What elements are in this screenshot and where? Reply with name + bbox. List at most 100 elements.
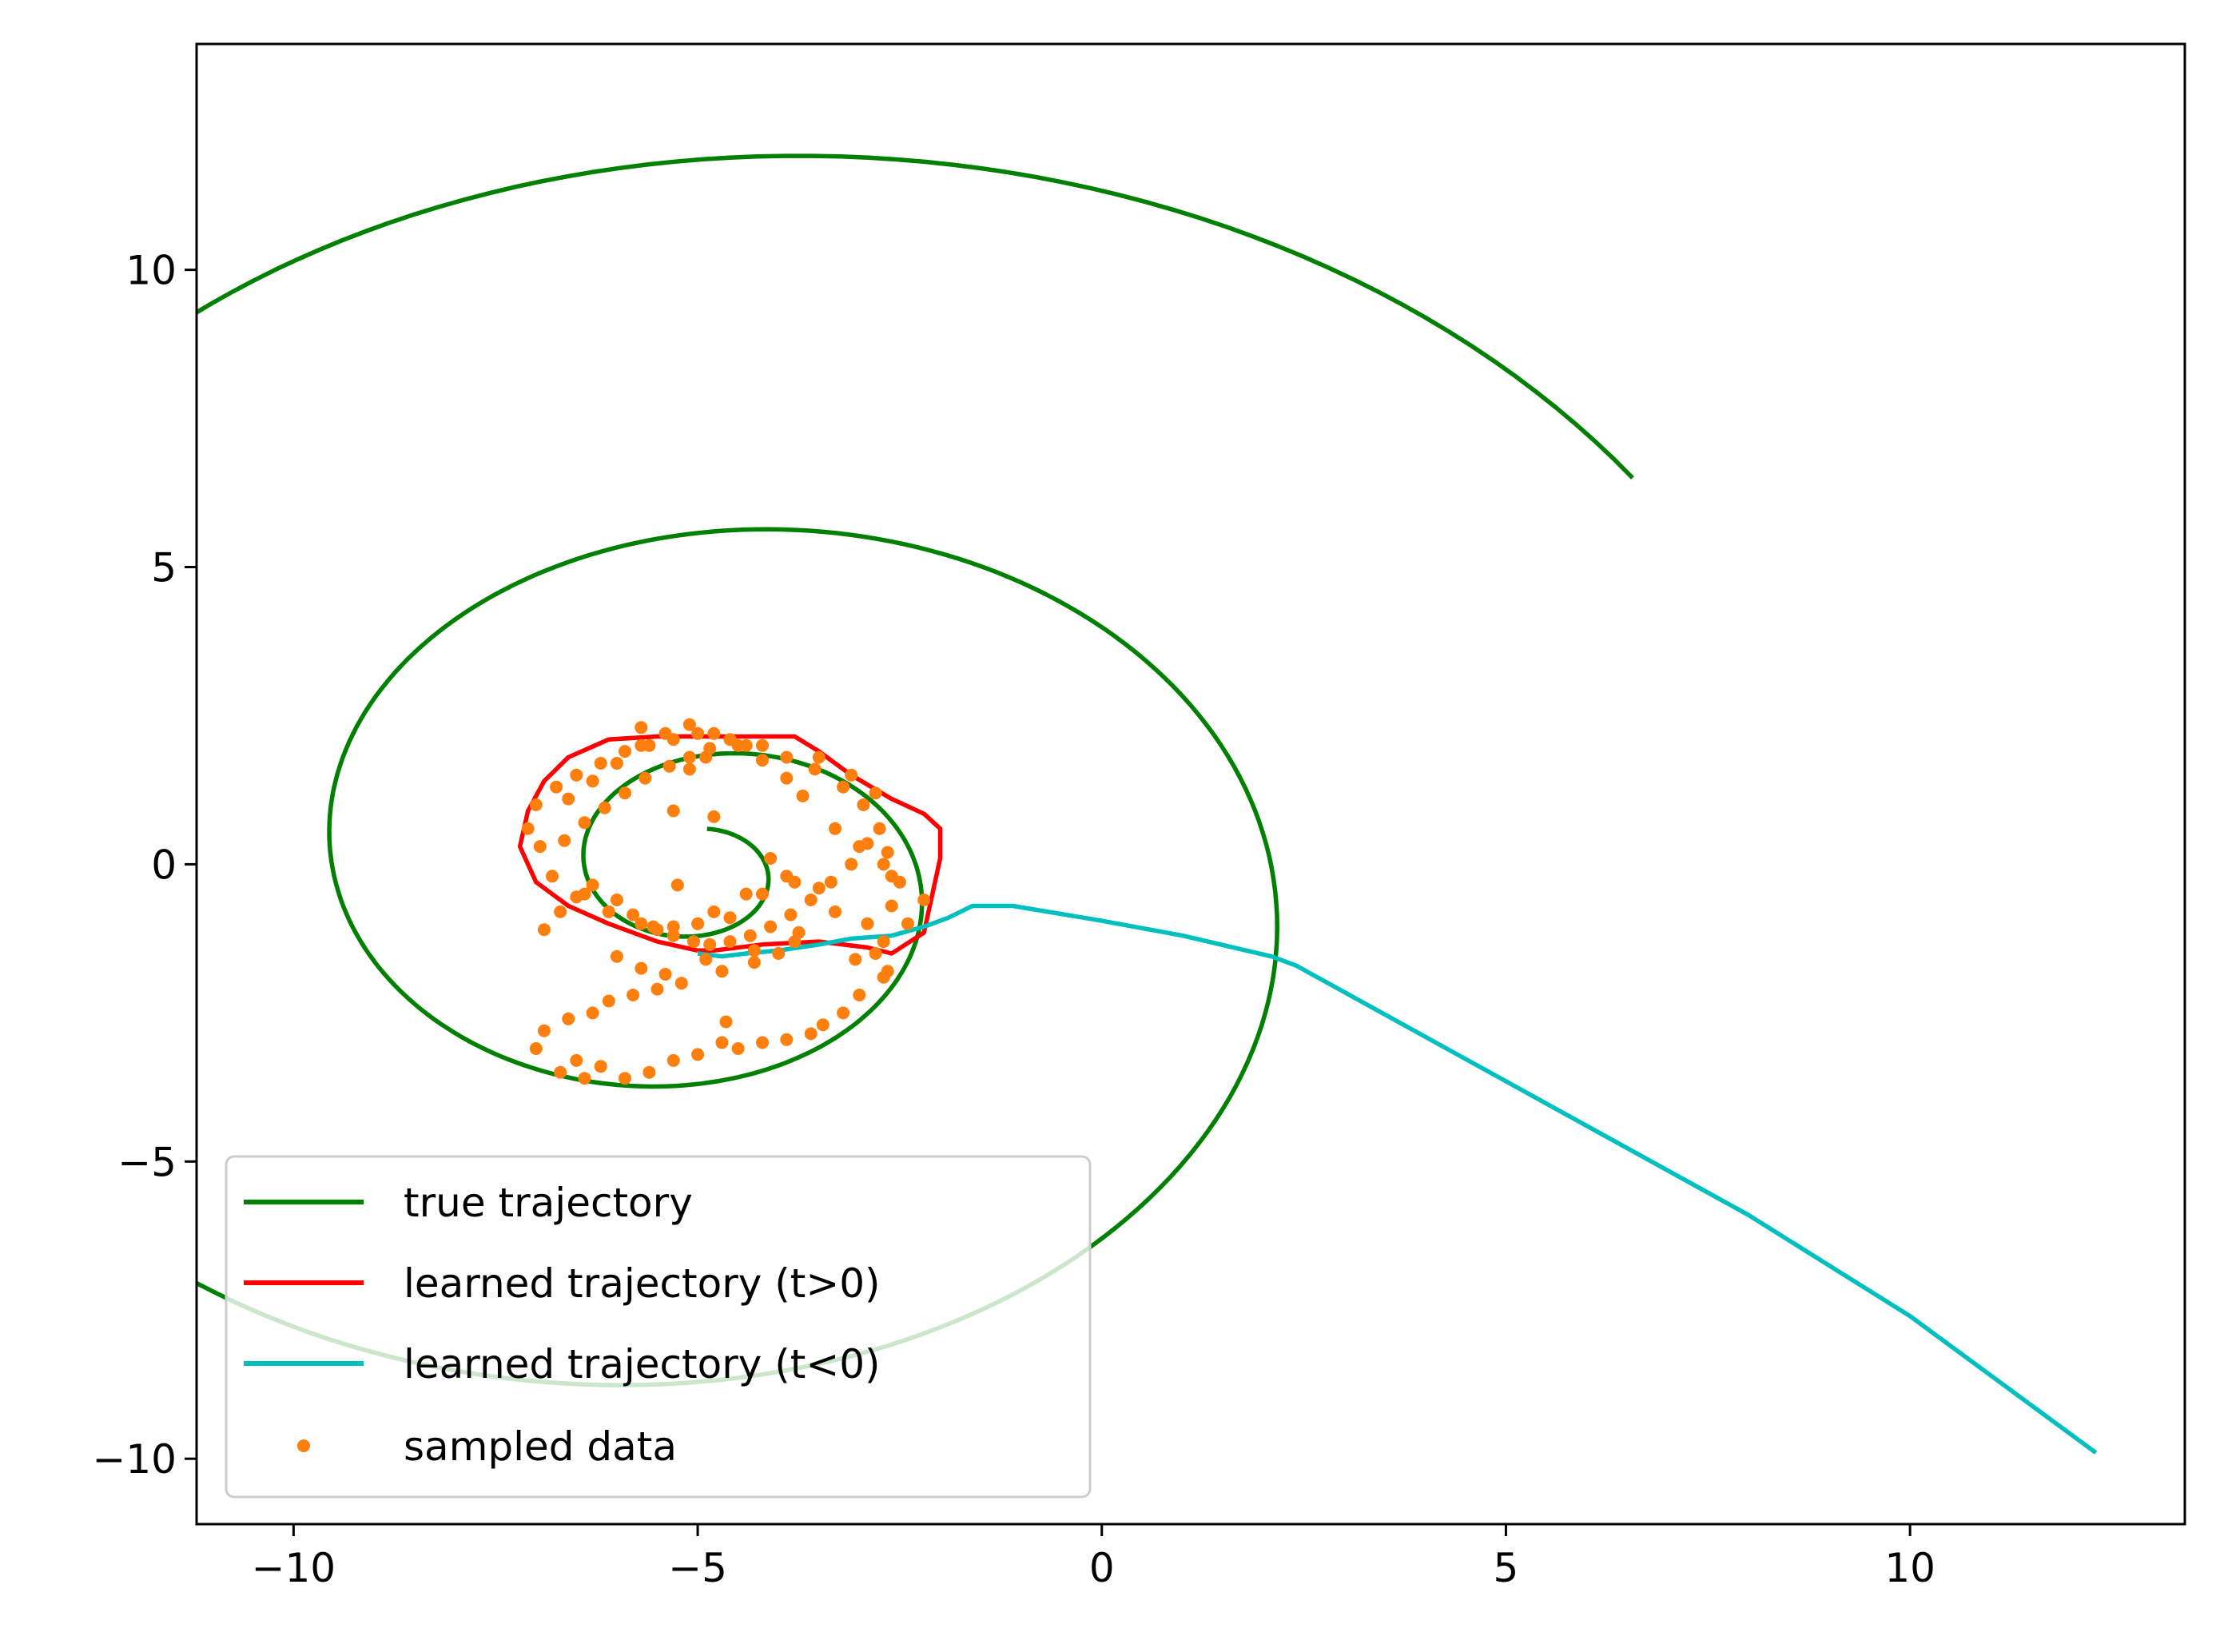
y-axis: −10 −5 0 5 10 — [92, 248, 197, 1483]
sampled-data-point — [772, 947, 786, 960]
legend-label-learned-negative: learned trajectory (t<0) — [404, 1341, 881, 1387]
sampled-data-point — [861, 837, 874, 850]
sampled-data-point — [635, 961, 648, 975]
sampled-data-point — [723, 911, 737, 925]
sampled-data-point — [635, 738, 648, 752]
sampled-data-point — [837, 1006, 850, 1020]
sampled-data-point — [849, 953, 862, 966]
sampled-data-point — [682, 718, 696, 731]
sampled-data-point — [666, 929, 680, 942]
sampled-data-point — [719, 1015, 733, 1029]
sampled-data-point — [731, 1042, 745, 1055]
sampled-data-point — [877, 970, 890, 984]
sampled-data-point — [578, 816, 591, 830]
x-tick-label: −10 — [252, 1545, 336, 1591]
sampled-data-point — [533, 840, 547, 854]
sampled-data-point — [594, 1060, 607, 1073]
sampled-data-point — [869, 947, 882, 960]
sampled-data-point — [723, 935, 737, 949]
sampled-data-point — [586, 878, 599, 892]
sampled-data-point — [756, 754, 769, 767]
sampled-data-point — [558, 834, 571, 847]
sampled-data-point — [537, 923, 551, 937]
sampled-data-point — [881, 846, 894, 859]
sampled-data-point — [674, 977, 688, 990]
sampled-data-point — [529, 1042, 543, 1055]
sampled-data-point — [901, 917, 914, 930]
sampled-data-point — [747, 956, 761, 969]
sampled-data-point — [619, 745, 631, 758]
plot-frame — [195, 42, 2186, 1526]
sampled-data-point — [570, 890, 583, 904]
legend-label-true-trajectory: true trajectory — [404, 1180, 693, 1226]
sampled-data-point — [780, 1033, 794, 1046]
sampled-data-point — [666, 804, 680, 818]
legend-box — [225, 1155, 1092, 1499]
x-tick-label: 10 — [1884, 1545, 1936, 1591]
x-axis: −10 −5 0 5 10 — [252, 1524, 1936, 1591]
sampled-data-point — [691, 1048, 705, 1061]
y-tick-label: 10 — [125, 248, 177, 294]
sampled-data-point — [529, 798, 543, 811]
sampled-data-point — [691, 726, 705, 740]
sampled-data-point — [554, 1065, 567, 1079]
sampled-data-point — [594, 757, 607, 770]
sampled-data-point — [578, 1072, 591, 1085]
sampled-data-point — [635, 721, 648, 734]
x-tick-label: 0 — [1089, 1545, 1115, 1591]
sampled-data-point — [780, 750, 794, 764]
sampled-data-point — [780, 771, 794, 785]
sampled-data-point — [586, 774, 599, 788]
sampled-data-point — [743, 929, 757, 942]
sampled-data-point — [537, 1024, 551, 1037]
y-tick-label: −5 — [117, 1139, 177, 1185]
sampled-data-point — [658, 726, 672, 740]
sampled-data-point — [666, 920, 680, 933]
sampled-data-point — [857, 798, 870, 811]
sampled-data-point — [707, 905, 721, 918]
sampled-data-point — [816, 1018, 830, 1032]
sampled-data-point — [598, 801, 611, 814]
sampled-data-point — [707, 810, 721, 823]
sampled-data-point — [550, 780, 563, 794]
y-tick-label: −10 — [92, 1436, 177, 1483]
sampled-data-point — [691, 917, 705, 930]
sampled-data-point — [796, 789, 810, 802]
sampled-data-point — [610, 949, 623, 963]
sampled-data-point — [784, 908, 798, 922]
sampled-data-point — [554, 905, 567, 918]
sampled-data-point — [812, 750, 826, 764]
y-tick-label: 0 — [151, 842, 177, 888]
sampled-data-point — [570, 768, 583, 782]
sampled-data-point — [610, 757, 623, 770]
sampled-data-point — [562, 1012, 575, 1025]
sampled-data-point — [699, 953, 713, 966]
legend-swatch-sampled-data — [297, 1439, 310, 1452]
sampled-data-point — [682, 762, 696, 776]
sampled-data-point — [869, 786, 882, 800]
sampled-data-point — [756, 887, 769, 901]
sampled-data-point — [703, 742, 717, 755]
legend-label-learned-positive: learned trajectory (t>0) — [404, 1260, 881, 1307]
sampled-data-point — [764, 852, 778, 865]
sampled-data-point — [635, 917, 648, 930]
sampled-data-point — [853, 989, 866, 1001]
sampled-data-point — [877, 858, 890, 871]
sampled-data-point — [562, 792, 575, 806]
sampled-data-point — [812, 882, 826, 895]
sampled-data-point — [792, 926, 806, 939]
sampled-data-point — [619, 1072, 631, 1085]
sampled-data-point — [602, 994, 615, 1008]
series-line-true-trajectory — [197, 153, 1634, 1387]
sampled-data-point — [662, 759, 676, 773]
sampled-data-point — [639, 771, 652, 785]
sampled-data-point — [837, 780, 850, 794]
sampled-data-point — [670, 878, 684, 892]
sampled-data-point — [861, 917, 874, 930]
sampled-data-point — [845, 858, 858, 871]
sampled-data-point — [627, 908, 640, 922]
sampled-data-point — [731, 738, 745, 752]
sampled-data-point — [619, 786, 631, 800]
sampled-data-point — [602, 905, 615, 918]
sampled-data-point — [885, 899, 898, 913]
